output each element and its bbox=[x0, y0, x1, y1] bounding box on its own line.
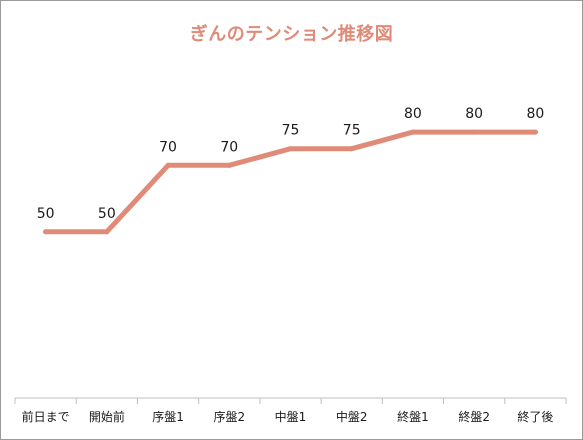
chart-title: ぎんのテンション推移図 bbox=[189, 24, 394, 45]
data-label: 75 bbox=[282, 123, 300, 139]
x-tick-label: 終盤1 bbox=[397, 409, 429, 424]
data-label: 70 bbox=[159, 139, 177, 155]
x-tick-label: 終盤2 bbox=[458, 409, 490, 424]
x-tick-label: 序盤2 bbox=[213, 409, 245, 424]
x-tick-label: 終了後 bbox=[517, 409, 553, 424]
data-point bbox=[288, 146, 293, 152]
x-tick-label: 序盤1 bbox=[152, 409, 184, 424]
data-point bbox=[349, 146, 355, 152]
data-point bbox=[165, 162, 171, 168]
x-tick-label: 開始前 bbox=[89, 409, 125, 424]
data-point bbox=[226, 162, 232, 168]
data-label: 80 bbox=[465, 106, 483, 122]
data-point bbox=[532, 129, 538, 135]
data-label: 50 bbox=[98, 206, 116, 222]
data-label: 80 bbox=[404, 106, 422, 122]
x-tick-label: 中盤2 bbox=[336, 409, 368, 424]
data-point bbox=[43, 229, 49, 235]
data-point bbox=[104, 229, 110, 235]
data-label: 80 bbox=[526, 106, 544, 122]
x-tick-label: 中盤1 bbox=[275, 409, 307, 424]
data-point bbox=[471, 129, 477, 135]
data-label: 70 bbox=[220, 139, 238, 155]
data-label: 75 bbox=[343, 123, 361, 139]
x-tick-label: 前日まで bbox=[22, 409, 70, 424]
data-label: 50 bbox=[37, 206, 55, 222]
data-point bbox=[410, 129, 416, 135]
